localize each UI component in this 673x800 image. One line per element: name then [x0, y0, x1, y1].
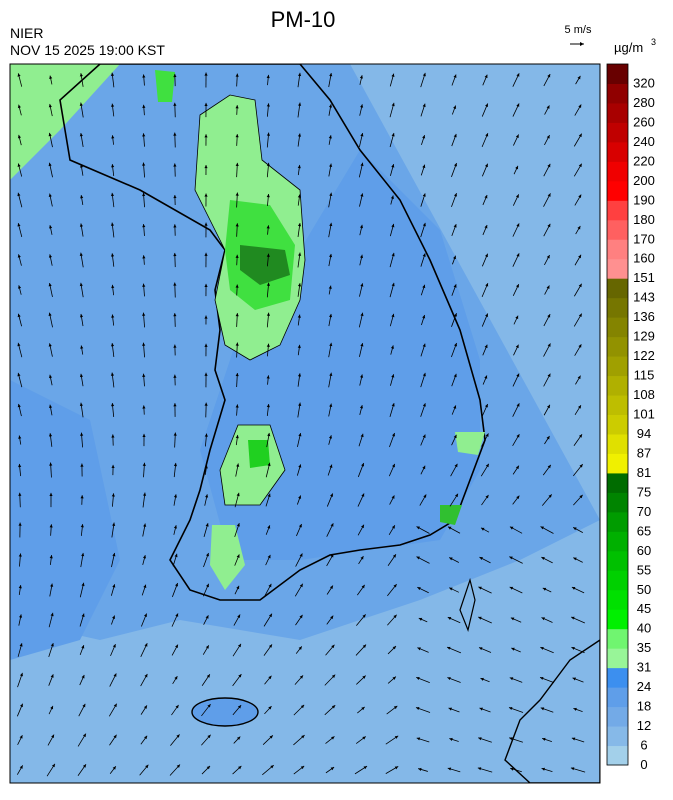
- legend-tick-label: 60: [637, 543, 651, 558]
- legend-tick-label: 122: [633, 348, 655, 363]
- legend-swatch: [607, 142, 628, 162]
- legend-swatch: [607, 239, 628, 259]
- legend-swatch: [607, 570, 628, 590]
- legend-tick-label: 0: [640, 757, 647, 772]
- legend-tick-label: 160: [633, 251, 655, 266]
- legend-swatch: [607, 356, 628, 376]
- legend-swatch: [607, 181, 628, 201]
- wind-scale-label: 5 m/s: [565, 24, 592, 36]
- legend-tick-label: 200: [633, 173, 655, 188]
- wind-scale-arrow: [570, 42, 584, 46]
- legend-tick-label: 94: [637, 426, 651, 441]
- legend-tick-label: 280: [633, 95, 655, 110]
- legend-swatch: [607, 707, 628, 727]
- legend-tick-label: 260: [633, 114, 655, 129]
- legend-swatch: [607, 337, 628, 357]
- legend-swatch: [607, 64, 628, 84]
- legend-swatch: [607, 512, 628, 532]
- legend-tick-label: 45: [637, 601, 651, 616]
- legend-swatch: [607, 278, 628, 298]
- legend-tick-label: 50: [637, 582, 651, 597]
- legend-swatch: [607, 687, 628, 707]
- legend-swatch: [607, 415, 628, 435]
- legend-swatch: [607, 83, 628, 103]
- legend-tick-label: 65: [637, 523, 651, 538]
- legend-tick-label: 40: [637, 621, 651, 636]
- legend-swatch: [607, 746, 628, 766]
- unit: µg/m: [614, 40, 643, 55]
- legend-swatch: [607, 161, 628, 181]
- legend-tick-label: 24: [637, 679, 651, 694]
- legend-tick-label: 55: [637, 562, 651, 577]
- legend-swatch: [607, 220, 628, 240]
- legend-tick-label: 136: [633, 309, 655, 324]
- legend-tick-label: 12: [637, 718, 651, 733]
- legend-tick-label: 81: [637, 465, 651, 480]
- legend-swatch: [607, 648, 628, 668]
- color-legend: 0 6 12 18 24 31 35 40 45 50 55 60 65 70 75 81 87 94 101 108…: [607, 64, 655, 772]
- legend-tick-label: 31: [637, 660, 651, 675]
- legend-swatch: [607, 726, 628, 746]
- legend-swatch: [607, 259, 628, 279]
- legend-tick-label: 35: [637, 640, 651, 655]
- legend-swatch: [607, 122, 628, 142]
- agency: NIER: [10, 25, 43, 41]
- legend-swatch: [607, 453, 628, 473]
- legend-tick-label: 320: [633, 75, 655, 90]
- legend-swatch: [607, 531, 628, 551]
- legend-swatch: [607, 629, 628, 649]
- legend-tick-label: 143: [633, 290, 655, 305]
- legend-tick-label: 240: [633, 134, 655, 149]
- map: [10, 64, 600, 783]
- legend-swatch: [607, 434, 628, 454]
- legend-tick-label: 75: [637, 484, 651, 499]
- legend-swatch: [607, 376, 628, 396]
- legend-swatch: [607, 492, 628, 512]
- legend-tick-label: 108: [633, 387, 655, 402]
- legend-tick-label: 180: [633, 212, 655, 227]
- legend-tick-label: 115: [634, 368, 655, 383]
- legend-tick-label: 87: [637, 445, 651, 460]
- timestamp: NOV 15 2025 19:00 KST: [10, 42, 165, 58]
- legend-swatch: [607, 200, 628, 220]
- unit-exponent: 3: [651, 37, 656, 47]
- legend-tick-label: 151: [633, 270, 655, 285]
- legend-swatch: [607, 609, 628, 629]
- legend-swatch: [607, 103, 628, 123]
- legend-swatch: [607, 551, 628, 571]
- legend-swatch: [607, 317, 628, 337]
- legend-tick-label: 170: [633, 231, 655, 246]
- legend-tick-label: 6: [640, 738, 647, 753]
- legend-tick-label: 129: [633, 329, 655, 344]
- legend-tick-label: 18: [637, 699, 651, 714]
- legend-swatch: [607, 473, 628, 493]
- legend-swatch: [607, 590, 628, 610]
- legend-swatch: [607, 395, 628, 415]
- legend-tick-label: 70: [637, 504, 651, 519]
- title: PM-10: [271, 7, 336, 32]
- legend-tick-label: 220: [633, 153, 655, 168]
- legend-tick-label: 101: [633, 407, 655, 422]
- legend-swatch: [607, 668, 628, 688]
- legend-swatch: [607, 298, 628, 318]
- legend-tick-label: 190: [633, 192, 655, 207]
